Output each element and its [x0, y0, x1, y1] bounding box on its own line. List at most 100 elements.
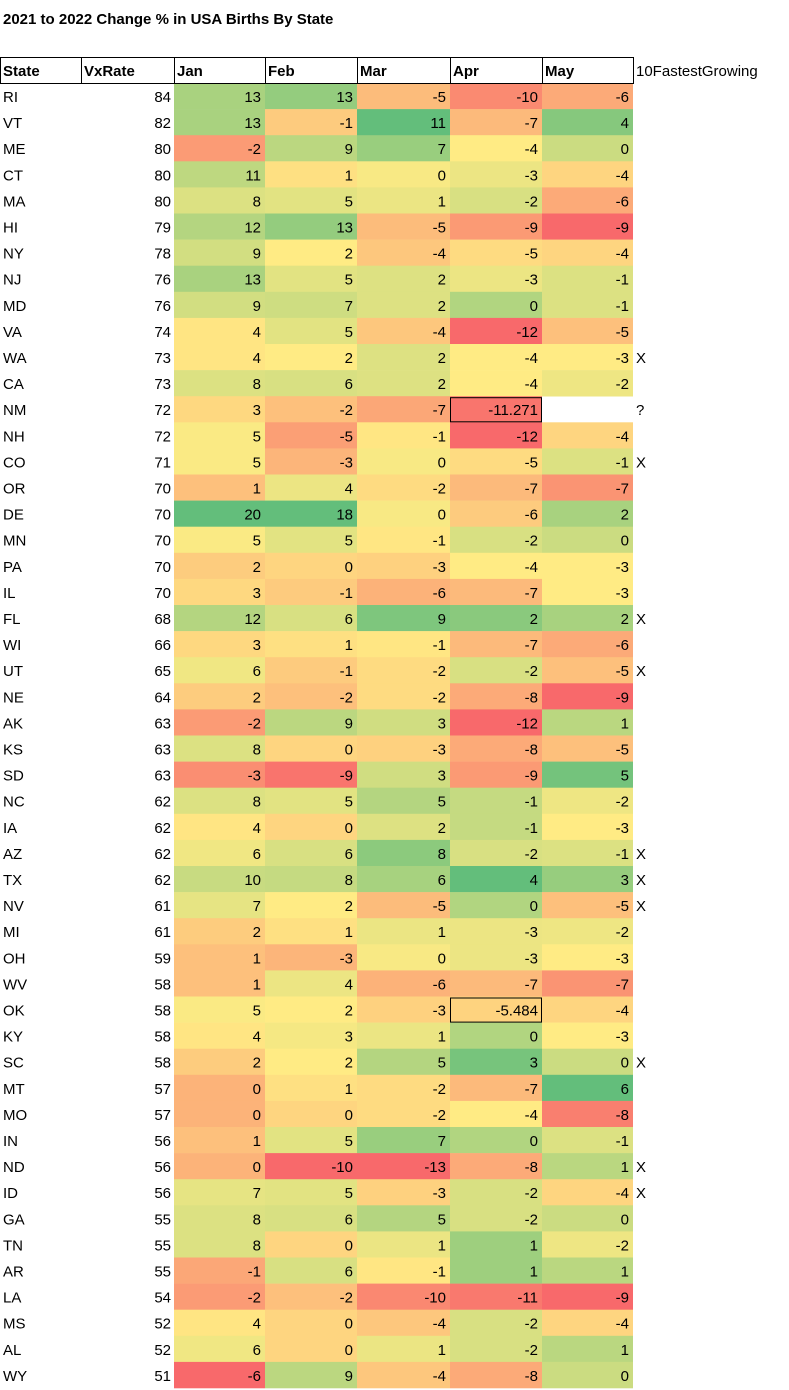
heat-cell [174, 918, 265, 945]
heat-cell [265, 187, 357, 214]
heat-cell [174, 1127, 265, 1154]
heat-cell [357, 526, 450, 554]
heat-cell [174, 683, 265, 710]
heat-cell [542, 970, 633, 997]
heat-cell [542, 839, 633, 867]
heat-cell-value: 2 [253, 689, 261, 706]
heat-cell [174, 996, 265, 1023]
heat-cell-value: 8 [253, 742, 261, 759]
heat-cell-value: 6 [253, 846, 261, 863]
heat-cell-value: -4 [616, 1316, 629, 1333]
heat-cell [450, 657, 542, 684]
heat-cell-value: 8 [253, 794, 261, 811]
heat-cell [174, 1100, 265, 1128]
heat-cell [450, 448, 542, 475]
heat-cell-value: 13 [244, 272, 261, 289]
heat-cell [450, 1153, 542, 1180]
state-label: MS [3, 1316, 26, 1333]
heat-cell [450, 918, 542, 945]
heat-cell-value: 0 [345, 1316, 353, 1333]
heat-cell-value: 4 [253, 1029, 261, 1046]
state-label: MN [3, 533, 26, 550]
state-label: HI [3, 220, 18, 237]
heat-cell [357, 448, 450, 475]
vx-rate-value: 58 [154, 1029, 171, 1046]
heat-cell-value: -2 [525, 1316, 538, 1333]
heat-cell [265, 1022, 357, 1049]
heat-cell [357, 422, 450, 449]
heat-cell-value: 2 [345, 1055, 353, 1072]
heat-cell-value: -2 [340, 1290, 353, 1307]
heat-cell-value: -4 [525, 141, 538, 158]
vx-rate-value: 68 [154, 611, 171, 628]
heat-cell [357, 187, 450, 214]
heat-cell [265, 1179, 357, 1206]
heat-cell-value: -11.271 [488, 402, 538, 419]
vx-rate-value: 58 [154, 1003, 171, 1020]
heat-cell [450, 1100, 542, 1128]
heat-cell-value: 0 [530, 1133, 538, 1150]
heat-cell [450, 83, 542, 110]
heat-cell-value: -4 [525, 376, 538, 393]
heat-cell-value: -8 [525, 1159, 538, 1176]
heat-cell [450, 526, 542, 554]
heat-cell-value: 13 [336, 89, 353, 106]
heat-cell [174, 1205, 265, 1232]
vx-rate-value: 70 [154, 585, 171, 602]
vx-rate-value: 57 [154, 1081, 171, 1098]
heat-cell-value: -3 [340, 454, 353, 471]
heat-cell-value: -9 [340, 768, 353, 785]
heat-cell-value: -3 [616, 1029, 629, 1046]
state-label: WI [3, 637, 21, 654]
heat-cell-value: -7 [616, 976, 629, 993]
heat-cell [542, 1257, 633, 1284]
fastest-growing-flag: X [636, 1055, 646, 1072]
heat-cell-value: 9 [345, 141, 353, 158]
heat-cell [450, 1127, 542, 1154]
heat-cell-value: 5 [253, 1003, 261, 1020]
heat-cell-value: -9 [525, 220, 538, 237]
fastest-growing-flag: X [636, 1185, 646, 1202]
vx-rate-value: 58 [154, 1055, 171, 1072]
heat-cell-value: 0 [530, 298, 538, 315]
highlight-box [450, 397, 542, 423]
heat-cell [265, 1074, 357, 1102]
heat-cell-value: 7 [438, 1133, 446, 1150]
heat-cell [450, 1048, 542, 1076]
heat-cell [357, 683, 450, 710]
heat-cell-value: -3 [525, 924, 538, 941]
heat-cell [450, 187, 542, 214]
heat-cell [450, 213, 542, 240]
heat-cell [542, 578, 633, 606]
heat-cell-value: 2 [253, 1055, 261, 1072]
heat-cell [174, 944, 265, 971]
heat-cell-value: 3 [253, 402, 261, 419]
heat-cell-value: -9 [616, 1290, 629, 1307]
heat-cell-value: -5.484 [495, 1003, 538, 1020]
heat-cell-value: -1 [433, 428, 446, 445]
heat-cell-value: 5 [345, 1185, 353, 1202]
heat-cell-value: 11 [245, 167, 261, 184]
heat-cell-value: -7 [525, 115, 538, 132]
heat-cell [174, 239, 265, 266]
state-label: GA [3, 1211, 25, 1228]
heat-cell [450, 239, 542, 266]
heat-cell [265, 1335, 357, 1363]
state-label: IA [3, 820, 17, 837]
heat-cell [265, 1100, 357, 1128]
heat-cell-value: 1 [438, 193, 446, 210]
heat-cell-value: 0 [253, 1159, 261, 1176]
state-label: NE [3, 689, 24, 706]
heat-cell [265, 735, 357, 762]
heat-cell [542, 83, 633, 110]
heat-cell-value: 7 [253, 898, 261, 915]
heat-cell [450, 1231, 542, 1258]
heat-cell [450, 813, 542, 841]
heat-cell-value: 0 [253, 1081, 261, 1098]
heat-cell-value: -5 [525, 454, 538, 471]
heat-cell-value: 0 [253, 1107, 261, 1124]
heat-cell [357, 970, 450, 997]
heat-cell [357, 213, 450, 240]
heat-cell [357, 918, 450, 945]
heat-cell-value: 8 [253, 193, 261, 210]
